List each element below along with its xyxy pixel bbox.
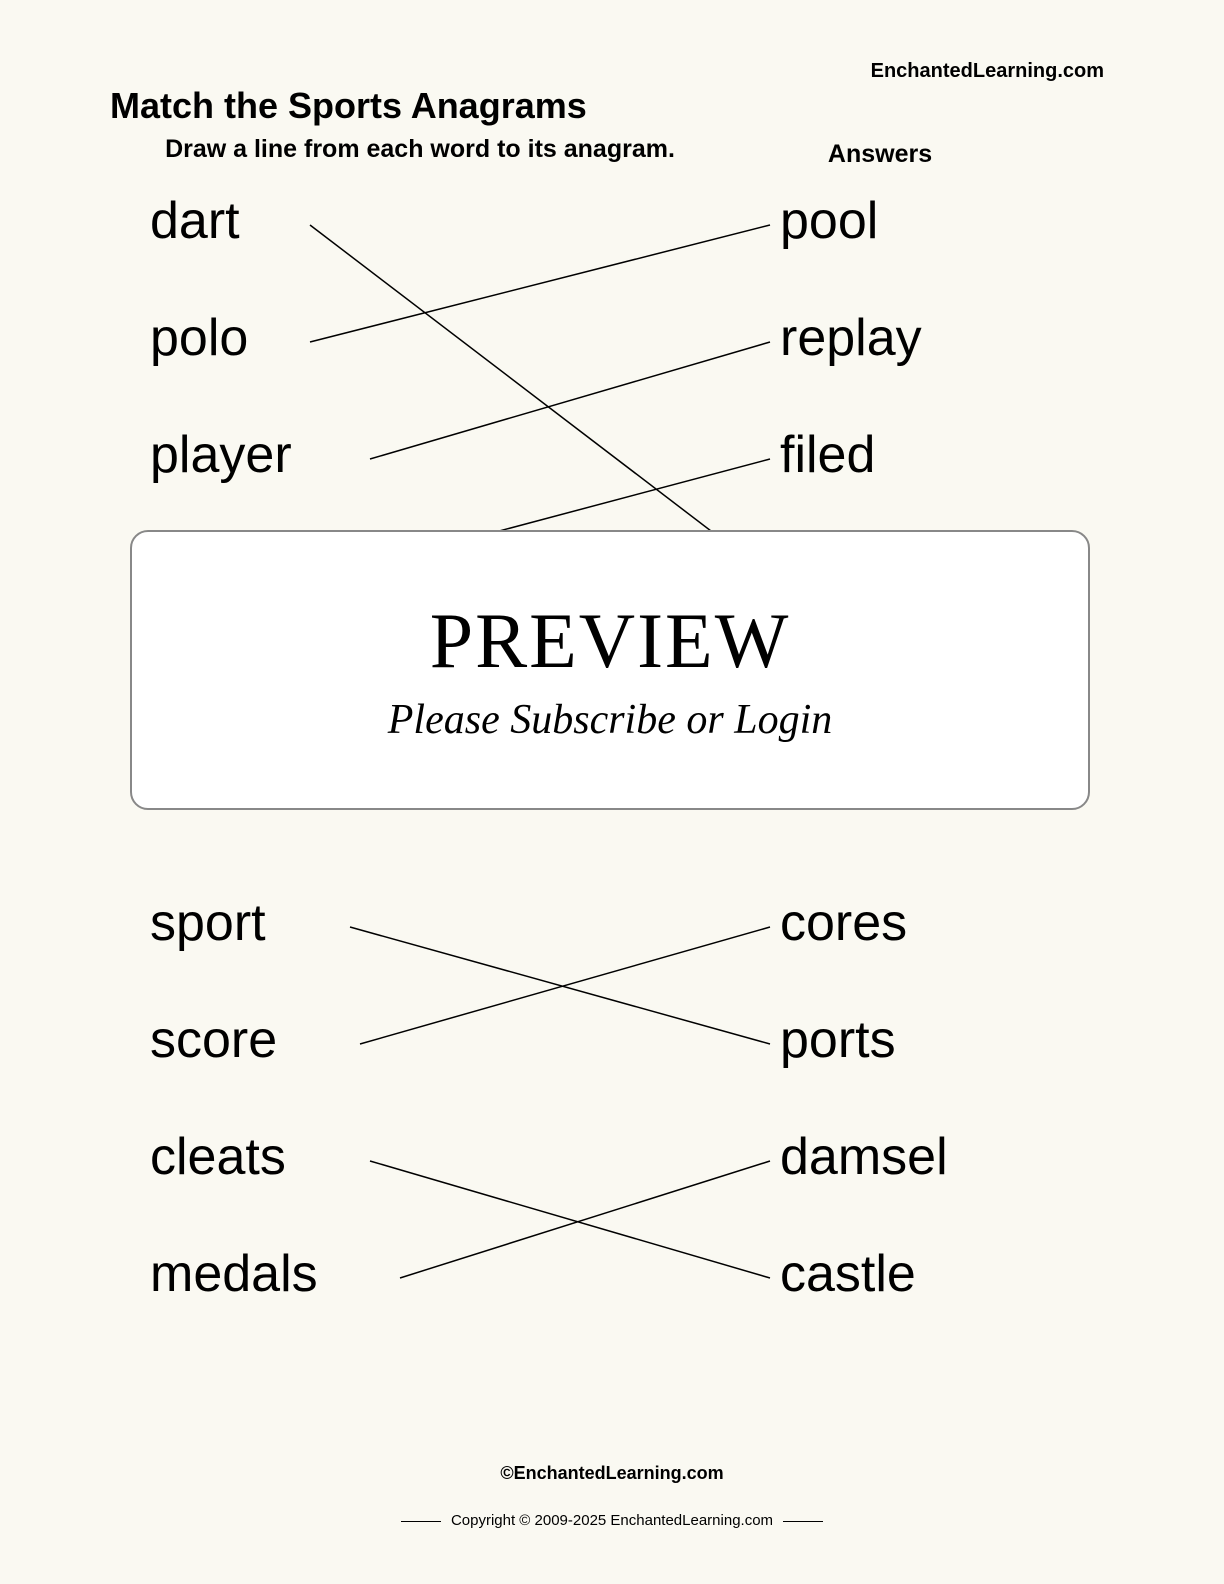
right-word: pool	[780, 195, 878, 247]
left-word: medals	[150, 1248, 318, 1300]
answers-column-label: Answers	[730, 140, 1030, 169]
instructions-text: Draw a line from each word to its anagra…	[160, 135, 680, 164]
match-line	[370, 1161, 770, 1278]
match-line	[310, 225, 770, 576]
right-word: replay	[780, 312, 922, 364]
left-word: dart	[150, 195, 240, 247]
match-line	[400, 1161, 770, 1278]
footer-brand: ©EnchantedLearning.com	[0, 1463, 1224, 1484]
preview-subtitle: Please Subscribe or Login	[388, 696, 832, 744]
right-word: cores	[780, 897, 907, 949]
preview-overlay: PREVIEW Please Subscribe or Login	[130, 530, 1090, 810]
preview-title: PREVIEW	[430, 596, 791, 686]
match-line	[310, 225, 770, 342]
left-word: score	[150, 1014, 277, 1066]
left-word: sport	[150, 897, 266, 949]
header-brand: EnchantedLearning.com	[871, 60, 1104, 83]
page-title: Match the Sports Anagrams	[110, 85, 587, 127]
copyright-text: Copyright © 2009-2025 EnchantedLearning.…	[0, 1512, 1224, 1529]
match-line	[360, 927, 770, 1044]
left-word: player	[150, 429, 292, 481]
match-line	[350, 927, 770, 1044]
right-word: damsel	[780, 1131, 948, 1183]
right-word: filed	[780, 429, 875, 481]
left-word: cleats	[150, 1131, 286, 1183]
right-word: castle	[780, 1248, 916, 1300]
right-word: ports	[780, 1014, 896, 1066]
left-word: polo	[150, 312, 248, 364]
match-line	[370, 342, 770, 459]
